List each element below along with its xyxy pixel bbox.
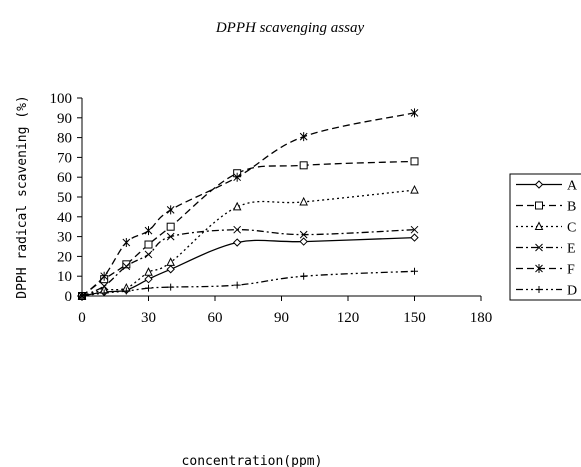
legend-marker-a bbox=[534, 180, 544, 189]
series-d-point bbox=[122, 287, 130, 295]
y-tick-label: 40 bbox=[57, 210, 72, 226]
series-b bbox=[78, 157, 419, 300]
series-d-point bbox=[300, 272, 308, 280]
series-d bbox=[78, 267, 418, 300]
series-b-point bbox=[144, 240, 153, 249]
series-b-point bbox=[410, 157, 419, 166]
series-d-point bbox=[100, 289, 108, 297]
legend-box bbox=[509, 173, 581, 301]
series-e-point bbox=[100, 282, 109, 290]
legend-label-b: B bbox=[567, 200, 576, 215]
series-c-point bbox=[232, 201, 242, 211]
legend-marker-f bbox=[535, 264, 543, 273]
y-tick-label: 60 bbox=[57, 170, 72, 186]
series-d-point bbox=[145, 284, 152, 292]
y-axis-label: DPPH radical scavening (%) bbox=[15, 95, 30, 299]
series-f-point bbox=[100, 271, 109, 281]
series-b-point bbox=[166, 222, 175, 231]
legend-label-d: D bbox=[567, 284, 577, 299]
series-e-point bbox=[144, 250, 153, 259]
x-axis-label: concentration(ppm) bbox=[182, 454, 323, 467]
series-c-point bbox=[410, 184, 419, 194]
series-e-point bbox=[299, 230, 308, 239]
chart-title: DPPH scavenging assay bbox=[215, 20, 365, 36]
series-f-point bbox=[166, 205, 175, 215]
y-tick-label: 50 bbox=[57, 190, 72, 206]
legend-label-c: C bbox=[567, 221, 576, 236]
series-b-line bbox=[81, 160, 415, 297]
series-d-point bbox=[167, 283, 175, 291]
series-a-point bbox=[299, 237, 308, 246]
y-tick-label: 100 bbox=[50, 91, 73, 107]
series-a-line bbox=[81, 236, 415, 297]
x-tick-label: 0 bbox=[78, 310, 86, 326]
series-f-point bbox=[410, 108, 419, 118]
y-tick-label: 80 bbox=[57, 131, 72, 147]
series-e-point bbox=[410, 225, 419, 234]
series-c-point bbox=[166, 257, 175, 266]
series-a-point bbox=[166, 265, 175, 274]
legend-marker-c bbox=[534, 221, 544, 230]
series-f-line bbox=[81, 112, 415, 297]
y-tick-label: 0 bbox=[65, 289, 73, 305]
series-b-point bbox=[122, 260, 131, 269]
x-tick-label: 180 bbox=[470, 310, 493, 326]
series-d-line bbox=[81, 270, 415, 297]
series-b-point bbox=[299, 161, 308, 170]
series-c-point bbox=[144, 267, 153, 276]
legend-label-f: F bbox=[567, 263, 575, 278]
series-d-point bbox=[411, 267, 418, 275]
series-e bbox=[78, 225, 419, 300]
series-e-point bbox=[122, 262, 131, 271]
series-d-point bbox=[78, 292, 86, 300]
series-a-point bbox=[410, 233, 419, 242]
series-f-point bbox=[144, 226, 153, 236]
legend-marker-b bbox=[535, 201, 543, 210]
series-d-point bbox=[233, 281, 241, 289]
x-tick-label: 120 bbox=[337, 310, 360, 326]
x-tick-label: 60 bbox=[208, 310, 223, 326]
axes: 0 10 20 30 40 50 60 70 80 90 100 0 30 60 90 120 150 180 bbox=[50, 91, 493, 326]
series-c-line bbox=[81, 189, 415, 297]
series-f-point bbox=[122, 238, 131, 248]
series-f bbox=[78, 108, 419, 301]
y-tick-label: 20 bbox=[57, 249, 72, 265]
y-tick-label: 90 bbox=[57, 111, 72, 127]
legend-label-e: E bbox=[567, 242, 576, 257]
legend-marker-d bbox=[535, 286, 543, 293]
x-tick-label: 150 bbox=[403, 310, 426, 326]
x-tick-label: 30 bbox=[141, 310, 156, 326]
x-tick-label: 90 bbox=[274, 310, 289, 326]
series-c bbox=[77, 184, 419, 300]
legend-marker-e bbox=[535, 243, 543, 252]
series-f-point bbox=[233, 172, 242, 182]
series-e-point bbox=[233, 225, 242, 234]
series-a-point bbox=[232, 238, 242, 247]
series-a-point bbox=[144, 274, 153, 284]
series-f-point bbox=[299, 132, 308, 142]
plot-area bbox=[77, 108, 419, 301]
y-tick-label: 70 bbox=[57, 150, 72, 166]
series-e-point bbox=[166, 232, 175, 241]
y-tick-label: 30 bbox=[57, 230, 72, 246]
y-tick-label: 10 bbox=[57, 269, 72, 285]
legend-label-a: A bbox=[567, 179, 578, 194]
series-c-point bbox=[299, 196, 308, 206]
